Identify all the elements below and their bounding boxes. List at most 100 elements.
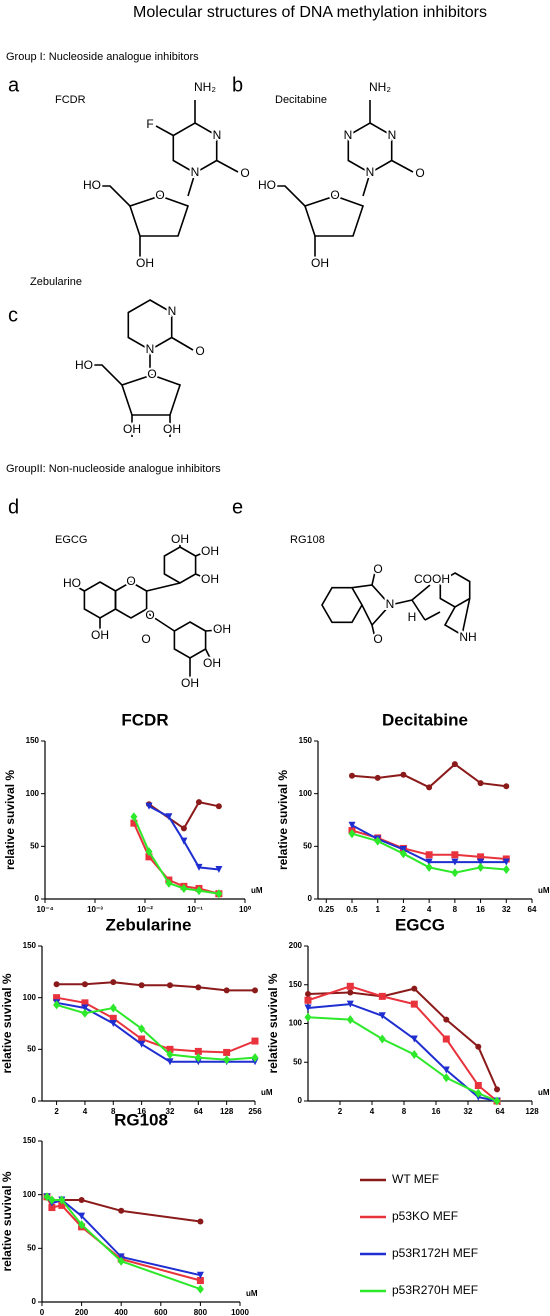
x-tick-label: 64 [194, 1107, 203, 1116]
x-unit-label: uM [251, 886, 263, 895]
x-tick-label: 2 [338, 1107, 343, 1116]
atom-label: N [366, 165, 375, 179]
x-tick-label: 10⁰ [239, 905, 252, 914]
atom-label: OH [201, 544, 219, 558]
bond [216, 159, 239, 173]
bond [424, 611, 441, 621]
x-unit-label: uM [261, 1088, 273, 1097]
series-line [132, 816, 220, 895]
data-point [166, 1058, 174, 1066]
molecule: NH₂ F N N O O HO OH [81, 78, 252, 272]
y-tick-label: 50 [27, 1044, 36, 1053]
atom-label: H [408, 610, 417, 624]
data-point [166, 1050, 174, 1059]
series-line [148, 800, 220, 830]
data-point [374, 774, 381, 781]
y-axis-label: relative suvival % [0, 973, 14, 1073]
bond [145, 608, 151, 616]
data-point [223, 1055, 231, 1065]
data-point [109, 1003, 117, 1013]
y-tick-label: 150 [23, 941, 37, 950]
atom-label: O [330, 188, 339, 202]
y-tick-label: 0 [298, 1096, 303, 1105]
atom-label: HO [258, 178, 276, 192]
data-point [346, 1000, 354, 1008]
data-point [197, 1218, 204, 1225]
atom-label: HO [75, 358, 93, 372]
bond [389, 584, 431, 606]
data-point [451, 858, 459, 866]
bond [83, 581, 117, 619]
data-point [348, 829, 356, 839]
x-tick-label: 0 [40, 1308, 45, 1316]
atom-label: NH₂ [194, 80, 216, 94]
y-tick-label: 100 [23, 1190, 37, 1199]
x-tick-label: 4 [370, 1107, 375, 1116]
y-tick-label: 100 [289, 1019, 303, 1028]
bond [128, 195, 190, 237]
data-point [117, 1256, 125, 1266]
atom-label: O [195, 344, 204, 358]
y-tick-label: 0 [35, 894, 40, 903]
data-point [451, 868, 459, 878]
atom-label: N [386, 597, 395, 611]
data-point [426, 784, 433, 791]
chart-title: RG108 [114, 1110, 168, 1129]
y-tick-label: 50 [30, 841, 39, 850]
bond [321, 586, 363, 624]
data-point [304, 996, 312, 1004]
atom-label: O [145, 608, 154, 622]
atom-label: N [388, 128, 397, 142]
data-point [81, 1004, 89, 1012]
data-point [130, 819, 138, 827]
bond [195, 551, 206, 557]
molecule: O O N COOH H NH [321, 560, 479, 648]
x-tick-label: 32 [502, 905, 511, 914]
y-tick-label: 50 [27, 1243, 36, 1252]
data-point [195, 799, 202, 806]
data-point [166, 982, 173, 989]
data-point [138, 1035, 146, 1043]
data-point [348, 821, 356, 829]
atom-label: F [146, 117, 153, 131]
molecule-name: EGCG [55, 534, 87, 546]
y-axis-label: relative suvival % [3, 770, 17, 870]
data-point [305, 991, 311, 998]
atom-label: OH [181, 676, 199, 690]
bond [371, 624, 376, 639]
data-point [53, 1000, 61, 1010]
data-point [400, 771, 407, 778]
bond [71, 583, 85, 592]
atom-label: OH [203, 656, 221, 670]
bond [443, 598, 471, 637]
data-point [53, 994, 61, 1002]
data-point [346, 982, 354, 990]
series-line [46, 1196, 201, 1277]
bond [120, 374, 182, 416]
legend-label: p53KO MEF [392, 1209, 458, 1223]
y-tick-label: 150 [23, 1136, 37, 1145]
atom-label: OH [91, 628, 109, 642]
data-point [223, 987, 230, 994]
data-point [399, 849, 407, 859]
data-point [196, 1271, 204, 1279]
data-point [53, 981, 60, 988]
data-point [425, 858, 433, 866]
y-tick-label: 0 [32, 1297, 37, 1306]
bond [98, 185, 131, 207]
y-tick-label: 200 [289, 941, 303, 950]
data-point [411, 985, 418, 992]
data-point [109, 1014, 117, 1022]
atom-label: OH [136, 256, 154, 270]
panel-letter: c [8, 304, 18, 326]
x-tick-label: 4 [427, 905, 432, 914]
data-point [348, 772, 355, 779]
data-point [194, 1053, 202, 1063]
data-point [110, 979, 117, 986]
y-tick-label: 150 [289, 980, 303, 989]
x-tick-label: 16 [476, 905, 485, 914]
data-point [425, 862, 433, 872]
atom-label: O [126, 574, 135, 588]
